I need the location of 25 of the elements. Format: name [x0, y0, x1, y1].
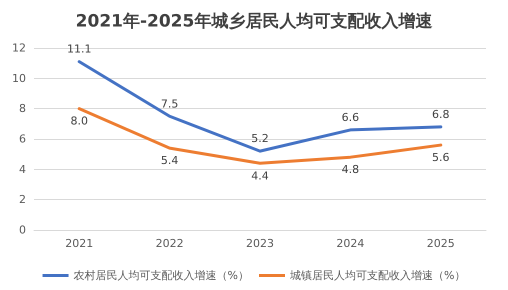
- data-label: 6.6: [342, 110, 360, 124]
- x-tick-label: 2022: [156, 237, 184, 250]
- y-tick-label: 4: [19, 162, 26, 176]
- legend-label: 城镇居民人均可支配收入增速（%）: [289, 269, 466, 282]
- data-label: 6.8: [432, 108, 450, 121]
- data-label: 11.1: [66, 42, 92, 56]
- y-tick-label: 0: [19, 224, 26, 236]
- legend-label: 农村居民人均可支配收入增速（%）: [74, 269, 249, 282]
- x-tick-label: 2023: [246, 237, 274, 250]
- y-tick-label: 8: [19, 102, 26, 116]
- x-tick-label: 2025: [426, 237, 455, 250]
- data-label: 5.4: [160, 154, 178, 168]
- data-label: 7.5: [160, 97, 178, 110]
- x-tick-label: 2024: [336, 237, 364, 250]
- data-label: 4.8: [342, 163, 360, 176]
- data-label: 5.6: [432, 151, 450, 164]
- chart-title: 2021年-2025年城乡居民人均可支配收入增速: [76, 12, 432, 32]
- y-tick-label: 6: [19, 132, 26, 146]
- y-tick-label: 10: [12, 72, 26, 85]
- data-label: 8.0: [70, 114, 88, 128]
- data-label: 5.2: [251, 132, 269, 146]
- data-label: 4.4: [251, 169, 269, 182]
- y-tick-label: 2: [19, 193, 26, 206]
- y-tick-label: 12: [12, 42, 26, 54]
- x-tick-label: 2021: [65, 237, 94, 250]
